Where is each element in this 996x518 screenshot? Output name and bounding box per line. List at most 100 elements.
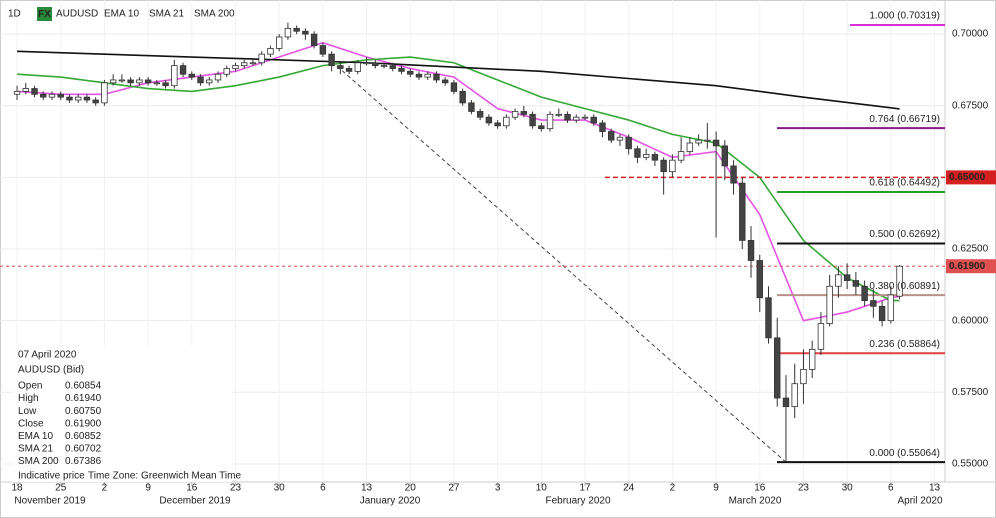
x-tick-label: 2	[102, 483, 108, 494]
candle-body	[712, 139, 720, 147]
candle-body	[494, 122, 501, 127]
x-tick-label: 20	[405, 483, 417, 494]
candle-body	[22, 88, 29, 92]
fib-label: 0.618 (0.64492)	[869, 178, 940, 189]
candle-body	[538, 125, 545, 130]
x-tick-label: 9	[713, 483, 719, 494]
candle-body	[739, 182, 746, 241]
candle-body	[275, 36, 283, 49]
info-key: Open	[18, 381, 42, 392]
candle-body	[756, 260, 763, 299]
candle-body	[546, 113, 554, 130]
month-label: November 2019	[14, 496, 86, 507]
month-label: January 2020	[360, 496, 421, 507]
info-value: 0.67386	[65, 456, 102, 467]
candle-body	[642, 154, 650, 158]
candle-body	[564, 113, 571, 121]
overlay: 0.70000 0.67500 0.65000 0.62500 0.60000 0.575…	[8, 7, 996, 507]
x-tick-label: 6	[888, 483, 894, 494]
info-value: 0.60750	[65, 406, 102, 417]
x-tick-label: 30	[842, 483, 854, 494]
price-box-label: 0.65000	[949, 172, 986, 183]
candle-body	[75, 96, 82, 101]
candle-body	[127, 79, 134, 84]
candle-body	[354, 62, 362, 72]
candle-body	[817, 323, 825, 350]
ma-line	[17, 50, 900, 110]
candle-body	[704, 139, 711, 142]
info-value: 0.60854	[65, 381, 102, 392]
candle-body	[555, 113, 562, 116]
candle-body	[695, 139, 702, 144]
x-tick-label: 6	[320, 483, 326, 494]
ma-line	[16, 41, 900, 322]
ma-line	[16, 56, 900, 302]
x-tick-label: 9	[145, 483, 151, 494]
candle-body	[677, 151, 685, 161]
candle-body	[896, 265, 903, 297]
candle-body	[826, 285, 833, 324]
price-box-label: 0.61900	[949, 261, 986, 272]
candle-body	[485, 116, 493, 124]
info-key: Close	[18, 418, 44, 429]
candle-body	[310, 33, 318, 46]
candle-body	[476, 111, 484, 118]
candle-body	[57, 93, 64, 98]
candle-body	[302, 30, 309, 35]
candle-body	[669, 159, 676, 173]
info-key: High	[18, 393, 39, 404]
candle-body	[450, 82, 458, 92]
candle-body	[258, 53, 265, 64]
candle-body	[415, 73, 423, 78]
candle-body	[651, 154, 659, 161]
candle-body	[171, 65, 178, 87]
info-date: 07 April 2020	[18, 350, 77, 361]
candle-body	[791, 383, 798, 408]
y-tick-label: 0.70000	[952, 29, 989, 40]
candle-body	[398, 68, 405, 72]
candle-body	[625, 136, 632, 150]
info-value: 0.61900	[65, 418, 102, 429]
candle-body	[223, 68, 230, 75]
candle-body	[599, 122, 606, 132]
month-label: March 2020	[729, 496, 782, 507]
candle-body	[878, 305, 886, 322]
candle-body	[424, 73, 431, 78]
x-tick-label: 24	[623, 483, 635, 494]
info-instrument: AUDUSD (Bid)	[18, 365, 84, 376]
info-key: EMA 10	[18, 431, 53, 442]
candle-body	[153, 82, 161, 85]
candle-body	[40, 93, 47, 98]
candle-body	[92, 99, 99, 104]
candle-body	[660, 159, 667, 173]
info-key: SMA 200	[18, 456, 59, 467]
candle-body	[511, 111, 519, 118]
candle-body	[13, 91, 21, 95]
fib-label: 0.764 (0.66719)	[869, 114, 940, 125]
candle-body	[765, 297, 772, 339]
y-tick-label: 0.57500	[952, 387, 989, 398]
candle-body	[249, 62, 257, 65]
candle-body	[634, 148, 641, 158]
candle-body	[66, 96, 73, 101]
candle-body	[188, 73, 195, 78]
info-footer: Indicative price	[18, 471, 85, 482]
candle-body	[206, 79, 213, 84]
candle-body	[459, 91, 466, 104]
info-key: SMA 21	[18, 444, 53, 455]
candle-body	[389, 65, 396, 69]
candle-body	[136, 79, 143, 84]
candle-body	[441, 79, 449, 84]
price-box	[946, 259, 996, 274]
x-tick-label: 16	[186, 483, 198, 494]
month-label: February 2020	[545, 496, 610, 507]
candle-body	[843, 274, 851, 281]
x-tick-label: 23	[230, 483, 242, 494]
candle-body	[782, 397, 790, 408]
candle-body	[407, 70, 414, 75]
fib-label: 0.000 (0.55064)	[869, 448, 940, 459]
candle-body	[503, 116, 510, 127]
candle-body	[319, 45, 327, 55]
x-tick-label: 3	[495, 483, 501, 494]
